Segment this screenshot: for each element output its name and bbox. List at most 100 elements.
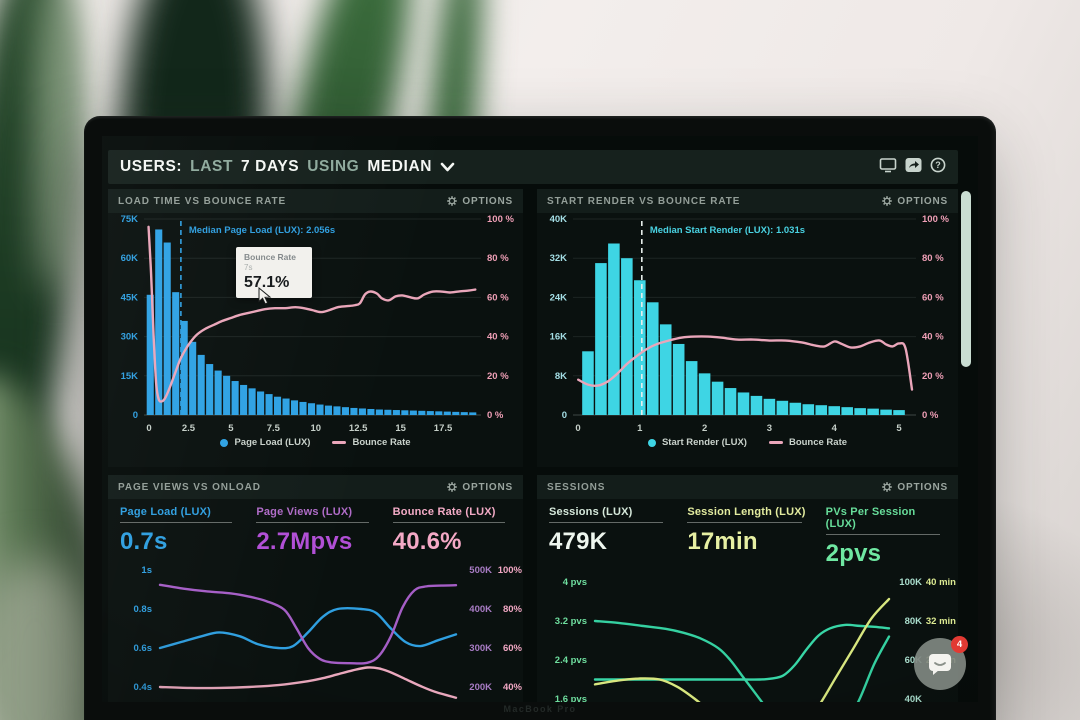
chart-legend: Page Load (LUX) Bounce Rate xyxy=(108,437,523,448)
svg-text:60 %: 60 % xyxy=(922,292,944,303)
options-button[interactable]: OPTIONS xyxy=(882,482,948,493)
stat-value: 40.6% xyxy=(392,528,462,555)
svg-text:0.4s: 0.4s xyxy=(134,682,153,693)
options-button[interactable]: OPTIONS xyxy=(882,196,948,207)
svg-text:40%: 40% xyxy=(503,682,523,693)
tooltip-value: 57.1% xyxy=(244,274,290,291)
display-icon[interactable] xyxy=(879,157,897,178)
help-icon[interactable]: ? xyxy=(930,157,946,178)
svg-text:3.2 pvs: 3.2 pvs xyxy=(555,616,587,627)
svg-text:30K: 30K xyxy=(121,332,139,343)
legend-label: Bounce Rate xyxy=(352,437,411,448)
options-button[interactable]: OPTIONS xyxy=(447,482,513,493)
filter-bar[interactable]: USERS: LAST 7 DAYS USING MEDIAN ? xyxy=(108,150,958,184)
legend-item[interactable]: Start Render (LUX) xyxy=(647,437,747,448)
scrollbar[interactable] xyxy=(961,191,971,367)
stat-value: 479K xyxy=(549,528,608,555)
svg-text:15: 15 xyxy=(395,423,406,434)
gear-icon xyxy=(447,196,458,206)
panel-load-time-vs-bounce-rate: LOAD TIME VS BOUNCE RATE OPTIONS 75K 100 … xyxy=(108,189,523,467)
svg-text:0: 0 xyxy=(133,410,138,421)
svg-text:32 min: 32 min xyxy=(926,616,956,627)
svg-text:Median Page Load (LUX): 2.056s: Median Page Load (LUX): 2.056s xyxy=(189,225,335,236)
stat-underline xyxy=(687,522,802,523)
users-filter-summary: USERS: LAST 7 DAYS USING MEDIAN xyxy=(120,158,432,176)
svg-text:2: 2 xyxy=(702,423,707,434)
svg-text:0.6s: 0.6s xyxy=(134,643,153,654)
panel-title: LOAD TIME VS BOUNCE RATE xyxy=(118,195,287,207)
chat-unread-badge: 4 xyxy=(951,636,968,653)
svg-text:40K: 40K xyxy=(550,214,568,225)
page-views-line-chart[interactable]: 1s 500K 100% 0.8s 400K 80% 0.6s 300K 60% 0.4s 200K… xyxy=(108,558,523,702)
legend-item[interactable]: Bounce Rate xyxy=(768,437,847,448)
tooltip-x-value: 7s xyxy=(244,263,253,272)
filter-segment: MEDIAN xyxy=(367,158,433,175)
svg-text:8K: 8K xyxy=(555,371,567,382)
legend-item[interactable]: Bounce Rate xyxy=(332,437,411,448)
panel-start-render-vs-bounce-rate: START RENDER VS BOUNCE RATE OPTIONS 40K 1… xyxy=(537,189,958,467)
svg-text:500K: 500K xyxy=(469,565,492,576)
svg-text:60 %: 60 % xyxy=(487,292,509,303)
svg-text:80%: 80% xyxy=(503,604,523,615)
legend-label: Page Load (LUX) xyxy=(234,437,311,448)
stat-column: Session Length (LUX) 17min xyxy=(687,506,807,568)
stat-underline xyxy=(549,522,664,523)
svg-text:100 %: 100 % xyxy=(487,214,514,225)
svg-text:4: 4 xyxy=(832,423,838,434)
svg-text:2.5: 2.5 xyxy=(182,423,196,434)
svg-text:4 pvs: 4 pvs xyxy=(563,577,587,588)
svg-text:45K: 45K xyxy=(121,292,139,303)
start-render-histogram-chart[interactable]: 40K 100 % 32K 80 % 24K 60 % 16K 40 % 8K 20 % 0 0 % 0… xyxy=(537,213,958,435)
chart-tooltip: Bounce Rate 7s 57.1% xyxy=(236,247,312,298)
svg-text:Median Start Render (LUX): 1.0: Median Start Render (LUX): 1.031s xyxy=(650,225,805,236)
line-marker xyxy=(768,441,783,444)
svg-text:1: 1 xyxy=(637,423,643,434)
stat-underline xyxy=(120,522,233,523)
stat-value: 2.7Mpvs xyxy=(256,528,353,555)
filter-segment: LAST xyxy=(190,158,234,175)
svg-text:100%: 100% xyxy=(498,565,523,576)
legend-label: Start Render (LUX) xyxy=(661,437,747,448)
laptop: USERS: LAST 7 DAYS USING MEDIAN ? xyxy=(84,116,996,720)
stat-label: Page Load (LUX) xyxy=(120,506,212,518)
filter-segment: USING xyxy=(307,158,360,175)
svg-text:10: 10 xyxy=(310,423,321,434)
options-label: OPTIONS xyxy=(897,481,948,493)
stat-column: Page Views (LUX) 2.7Mpvs xyxy=(256,506,374,556)
svg-text:0 %: 0 % xyxy=(487,410,504,421)
panel-title: PAGE VIEWS VS ONLOAD xyxy=(118,481,261,493)
svg-text:0 %: 0 % xyxy=(922,410,939,421)
laptop-brand-label: MacBook Pro xyxy=(503,704,577,714)
stat-column: PVs Per Session (LUX) 2pvs xyxy=(825,506,946,568)
svg-text:80K: 80K xyxy=(905,616,923,627)
plant-leaf-highlight xyxy=(42,0,72,290)
svg-text:100K: 100K xyxy=(899,577,922,588)
stat-column: Page Load (LUX) 0.7s xyxy=(120,506,238,556)
legend-item[interactable]: Page Load (LUX) xyxy=(220,437,310,448)
options-button[interactable]: OPTIONS xyxy=(447,196,513,207)
svg-text:20 %: 20 % xyxy=(922,371,944,382)
svg-text:0: 0 xyxy=(575,423,580,434)
svg-text:1.6 pvs: 1.6 pvs xyxy=(555,694,587,702)
svg-text:17.5: 17.5 xyxy=(434,423,453,434)
stat-value: 17min xyxy=(687,528,758,555)
options-label: OPTIONS xyxy=(897,195,948,207)
panel-sessions: SESSIONS OPTIONS Sessions (LUX) 479K Sessi… xyxy=(537,475,958,702)
svg-text:3: 3 xyxy=(767,423,772,434)
dot-marker xyxy=(220,438,229,447)
svg-text:0: 0 xyxy=(562,410,567,421)
svg-text:40K: 40K xyxy=(905,694,923,702)
stat-underline xyxy=(825,534,940,535)
stat-label: Bounce Rate (LUX) xyxy=(392,506,496,518)
panel-title: START RENDER VS BOUNCE RATE xyxy=(547,195,741,207)
chart-legend: Start Render (LUX) Bounce Rate xyxy=(537,437,958,448)
options-label: OPTIONS xyxy=(462,195,513,207)
svg-text:40 %: 40 % xyxy=(922,332,944,343)
chevron-down-icon[interactable] xyxy=(440,162,455,172)
load-time-histogram-chart[interactable]: 75K 100 % 60K 80 % 45K 60 % 30K 40 % 15K 20 % 0 0 %… xyxy=(108,213,523,435)
share-icon[interactable] xyxy=(905,157,922,178)
stat-column: Bounce Rate (LUX) 40.6% xyxy=(392,506,511,556)
chat-widget-button[interactable]: 4 xyxy=(914,636,968,690)
